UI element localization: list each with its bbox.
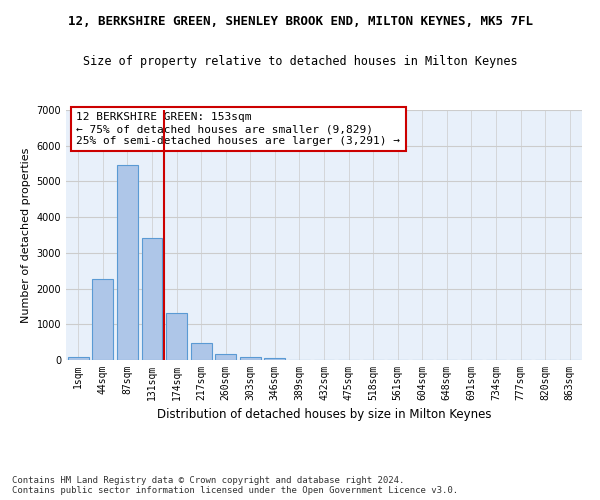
- Text: 12 BERKSHIRE GREEN: 153sqm
← 75% of detached houses are smaller (9,829)
25% of s: 12 BERKSHIRE GREEN: 153sqm ← 75% of deta…: [76, 112, 400, 146]
- Bar: [117, 164, 138, 360]
- X-axis label: Distribution of detached houses by size in Milton Keynes: Distribution of detached houses by size …: [157, 408, 491, 422]
- Bar: [92, 279, 113, 360]
- Text: Contains HM Land Registry data © Crown copyright and database right 2024.
Contai: Contains HM Land Registry data © Crown c…: [12, 476, 458, 495]
- Bar: [166, 313, 187, 360]
- Text: 12, BERKSHIRE GREEN, SHENLEY BROOK END, MILTON KEYNES, MK5 7FL: 12, BERKSHIRE GREEN, SHENLEY BROOK END, …: [67, 15, 533, 28]
- Text: Size of property relative to detached houses in Milton Keynes: Size of property relative to detached ho…: [83, 55, 517, 68]
- Y-axis label: Number of detached properties: Number of detached properties: [21, 148, 31, 322]
- Bar: [191, 343, 212, 360]
- Bar: [265, 358, 286, 360]
- Bar: [215, 354, 236, 360]
- Bar: [68, 358, 89, 360]
- Bar: [142, 238, 163, 360]
- Bar: [240, 357, 261, 360]
